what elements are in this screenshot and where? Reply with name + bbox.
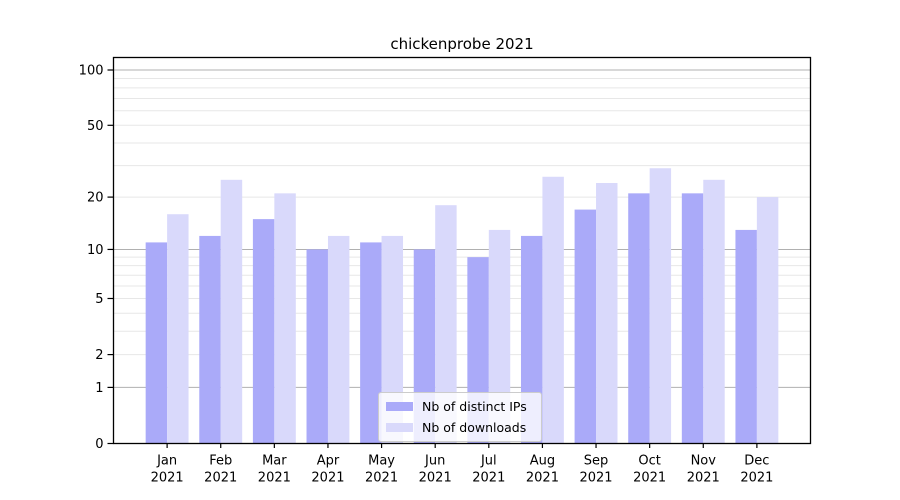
bar-downloads bbox=[703, 179, 725, 444]
bar-downloads bbox=[220, 179, 243, 444]
x-tick-label-month: Jan bbox=[156, 454, 177, 469]
x-tick-label-year: 2021 bbox=[740, 471, 773, 486]
x-tick-label-month: Feb bbox=[209, 454, 232, 469]
x-tick-label-year: 2021 bbox=[311, 471, 344, 486]
legend: Nb of distinct IPs Nb of downloads bbox=[378, 392, 542, 442]
axes-frame bbox=[112, 56, 812, 445]
x-tick-label-year: 2021 bbox=[579, 471, 612, 486]
x-tick-label-month: Apr bbox=[317, 454, 340, 469]
y-tick-label: 100 bbox=[79, 64, 104, 79]
x-tick-label-year: 2021 bbox=[419, 471, 452, 486]
bar-downloads bbox=[542, 176, 564, 444]
legend-entry-downloads: Nb of downloads bbox=[386, 420, 533, 435]
x-tick-label-month: Jun bbox=[424, 454, 445, 469]
y-tick-label: 10 bbox=[87, 243, 104, 258]
y-tick-label: 20 bbox=[87, 191, 104, 206]
bar-distinct-ips bbox=[574, 209, 597, 444]
x-tick-label-month: Aug bbox=[530, 454, 555, 469]
bar-downloads bbox=[756, 197, 779, 444]
x-tick-label-month: Jul bbox=[480, 454, 497, 469]
x-tick-label-year: 2021 bbox=[204, 471, 237, 486]
x-tick-label-year: 2021 bbox=[687, 471, 720, 486]
legend-swatch-downloads bbox=[386, 423, 413, 432]
legend-label-distinct-ips: Nb of distinct IPs bbox=[422, 399, 527, 414]
x-tick-label-month: Oct bbox=[638, 454, 660, 469]
legend-swatch-distinct-ips bbox=[386, 402, 413, 411]
bar-downloads bbox=[327, 235, 350, 444]
y-tick-label: 50 bbox=[87, 119, 104, 134]
x-tick-label-month: Sep bbox=[584, 454, 609, 469]
x-tick-label-month: Mar bbox=[262, 454, 287, 469]
y-tick-label: 1 bbox=[95, 381, 103, 396]
y-tick-label: 5 bbox=[95, 292, 103, 307]
chart-title: chickenprobe 2021 bbox=[390, 35, 534, 53]
x-tick-label-year: 2021 bbox=[633, 471, 666, 486]
x-tick-label-year: 2021 bbox=[258, 471, 291, 486]
bar-distinct-ips bbox=[306, 249, 328, 444]
x-tick-label-year: 2021 bbox=[472, 471, 505, 486]
bar-downloads bbox=[596, 182, 618, 444]
bar-distinct-ips bbox=[145, 242, 168, 444]
bar-distinct-ips bbox=[735, 229, 757, 444]
bar-distinct-ips bbox=[252, 219, 275, 444]
x-tick-label-month: Dec bbox=[744, 454, 769, 469]
bar-distinct-ips bbox=[681, 193, 704, 444]
x-tick-label-month: Nov bbox=[691, 454, 717, 469]
bar-distinct-ips bbox=[520, 235, 543, 444]
bar-distinct-ips bbox=[360, 242, 382, 444]
x-tick-label-year: 2021 bbox=[365, 471, 398, 486]
bar-downloads bbox=[381, 235, 404, 444]
bar-downloads bbox=[274, 193, 296, 444]
y-tick-label: 0 bbox=[95, 437, 103, 452]
y-tick-label: 2 bbox=[95, 348, 103, 363]
x-tick-label-month: May bbox=[368, 454, 395, 469]
bar-downloads bbox=[167, 214, 189, 444]
legend-entry-distinct-ips: Nb of distinct IPs bbox=[386, 399, 533, 414]
bar-distinct-ips bbox=[628, 193, 650, 444]
x-tick-label-year: 2021 bbox=[151, 471, 184, 486]
bar-distinct-ips bbox=[199, 235, 221, 444]
x-tick-label-year: 2021 bbox=[526, 471, 559, 486]
bar-downloads bbox=[435, 205, 457, 444]
bar-downloads bbox=[649, 168, 672, 444]
legend-label-downloads: Nb of downloads bbox=[422, 420, 527, 435]
bar-downloads bbox=[488, 229, 511, 444]
